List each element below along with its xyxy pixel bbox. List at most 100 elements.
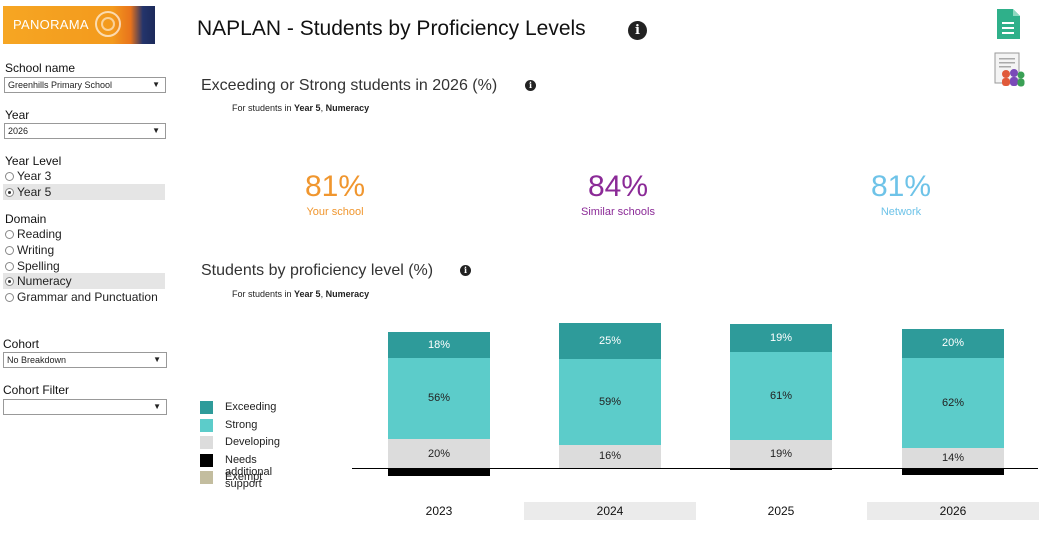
radio-label: Numeracy: [17, 274, 72, 288]
radio-grammar-punctuation[interactable]: Grammar and Punctuation: [3, 289, 165, 305]
radio-label: Year 3: [17, 169, 52, 183]
radio-year-5[interactable]: Year 5: [3, 184, 165, 200]
info-icon[interactable]: i: [628, 21, 647, 40]
data-label: 25%: [598, 335, 622, 348]
subtitle-prefix: For students in: [232, 289, 295, 299]
bar-segment-exceeding[interactable]: 18%: [388, 331, 490, 358]
cohort-filter-label: Cohort Filter: [3, 383, 70, 397]
data-label: 19%: [769, 448, 793, 461]
chevron-down-icon: ▼: [152, 80, 160, 89]
radio-icon: [5, 230, 14, 239]
bar-segment-exceeding[interactable]: 25%: [559, 323, 661, 360]
bar-segment-needs-additional-support[interactable]: [902, 469, 1004, 475]
bar-segment-needs-additional-support[interactable]: [730, 469, 832, 471]
bar-segment-needs-additional-support[interactable]: [388, 469, 490, 477]
data-label: 14%: [941, 451, 965, 464]
bar-segment-strong[interactable]: 62%: [902, 357, 1004, 448]
legend-swatch: [200, 453, 213, 467]
cohort-value: No Breakdown: [7, 355, 67, 365]
data-label: 20%: [941, 337, 965, 350]
legend-label: Needs additional support: [225, 453, 273, 490]
legend-swatch: [200, 471, 213, 484]
network-label: Network: [880, 206, 922, 218]
year-label: Year: [5, 108, 30, 122]
legend-label: Developing: [225, 436, 281, 448]
radio-reading[interactable]: Reading: [3, 226, 165, 242]
data-label: 62%: [941, 396, 965, 409]
legend-swatch: [200, 418, 213, 432]
school-name-select[interactable]: Greenhills Primary School ▼: [4, 77, 166, 93]
cohort-label: Cohort: [3, 337, 40, 351]
data-label: 19%: [769, 332, 793, 345]
legend-label: Exceeding: [225, 401, 277, 413]
radio-selected-icon: [5, 277, 14, 286]
data-label: 16%: [598, 450, 622, 463]
radio-selected-icon: [5, 188, 14, 197]
people-report-icon[interactable]: [993, 52, 1027, 93]
chevron-down-icon: ▼: [153, 355, 161, 364]
radio-icon: [5, 246, 14, 255]
legend-swatch: [200, 436, 213, 449]
domain-label: Domain: [5, 212, 47, 226]
bar-segment-strong[interactable]: 59%: [559, 359, 661, 445]
cohort-filter-select[interactable]: ▼: [3, 399, 167, 415]
logo-circle-icon: [95, 11, 121, 37]
subtitle-year: Year 5: [294, 289, 321, 299]
similar-schools-label: Similar schools: [581, 206, 655, 218]
bar-segment-exceeding[interactable]: 19%: [730, 324, 832, 352]
info-icon[interactable]: i: [460, 265, 471, 276]
radio-icon: [5, 293, 14, 302]
legend-label: Strong: [225, 418, 258, 431]
radio-label: Spelling: [17, 259, 60, 273]
bar-segment-strong[interactable]: 61%: [730, 352, 832, 441]
subtitle-year: Year 5: [294, 103, 321, 113]
data-label: 56%: [427, 392, 451, 405]
x-tick-label: 2026: [867, 502, 1039, 520]
similar-schools-value: 84%: [587, 170, 649, 203]
x-tick-label: 2023: [425, 504, 453, 518]
subtitle-sep: ,: [320, 289, 326, 299]
bar-segment-developing[interactable]: 19%: [730, 440, 832, 468]
subtitle-prefix: For students in: [232, 103, 295, 113]
bar-segment-developing[interactable]: 14%: [902, 447, 1004, 468]
data-label: 20%: [427, 447, 451, 460]
radio-year-3[interactable]: Year 3: [3, 168, 165, 184]
data-label: 61%: [769, 390, 793, 403]
radio-label: Writing: [17, 243, 55, 257]
chevron-down-icon: ▼: [153, 402, 161, 411]
legend-swatch: [200, 401, 213, 414]
chevron-down-icon: ▼: [152, 126, 160, 135]
your-school-label: Your school: [306, 206, 364, 218]
radio-writing[interactable]: Writing: [3, 242, 165, 258]
radio-icon: [5, 172, 14, 181]
data-label: 18%: [427, 338, 451, 351]
page-title: NAPLAN - Students by Proficiency Levels: [197, 17, 586, 40]
legend-label: Exempt: [225, 471, 263, 483]
radio-spelling[interactable]: Spelling: [3, 258, 165, 274]
data-label: 59%: [598, 396, 622, 409]
subtitle-domain: Numeracy: [325, 289, 370, 299]
radio-icon: [5, 262, 14, 271]
school-name-value: Greenhills Primary School: [8, 80, 113, 90]
bar-segment-strong[interactable]: 56%: [388, 357, 490, 439]
bar-segment-developing[interactable]: 16%: [559, 444, 661, 468]
logo-text: PANORAMA: [13, 17, 89, 32]
document-icon[interactable]: [995, 8, 1021, 45]
radio-numeracy[interactable]: Numeracy: [3, 273, 165, 289]
radio-label: Grammar and Punctuation: [17, 290, 158, 304]
radio-label: Reading: [17, 227, 62, 241]
year-select[interactable]: 2026 ▼: [4, 123, 166, 139]
info-icon[interactable]: i: [525, 80, 536, 91]
year-value: 2026: [8, 126, 29, 136]
proficiency-subtitle: For students in Year 5, Numeracy: [232, 289, 369, 299]
your-school-value: 81%: [304, 170, 366, 203]
school-name-label: School name: [5, 61, 76, 75]
logo-circle-inner-icon: [101, 17, 115, 31]
subtitle-sep: ,: [320, 103, 326, 113]
bar-segment-exceeding[interactable]: 20%: [902, 328, 1004, 358]
x-tick-label: 2024: [524, 502, 696, 520]
cohort-select[interactable]: No Breakdown ▼: [3, 352, 167, 368]
chart-baseline: [352, 468, 1038, 469]
network-value: 81%: [870, 170, 932, 203]
bar-segment-developing[interactable]: 20%: [388, 439, 490, 468]
